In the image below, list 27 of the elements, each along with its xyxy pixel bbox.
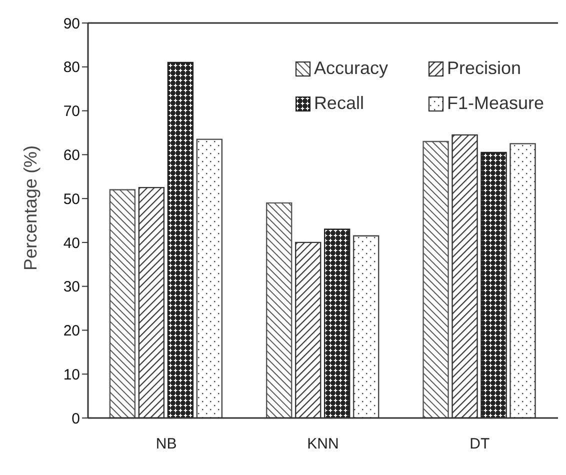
y-axis-title: Percentage (%) bbox=[20, 145, 40, 270]
bar bbox=[353, 235, 380, 418]
y-tick-label: 80 bbox=[63, 59, 80, 76]
bar bbox=[167, 62, 194, 418]
bar bbox=[510, 143, 536, 418]
x-tick-label: KNN bbox=[307, 436, 339, 453]
y-tick-label: 90 bbox=[63, 15, 80, 32]
x-tick-label: DT bbox=[470, 436, 490, 453]
y-tick-label: 20 bbox=[63, 322, 80, 340]
bar bbox=[196, 138, 223, 418]
bar bbox=[109, 189, 136, 418]
bar bbox=[324, 228, 350, 418]
y-tick-label: 60 bbox=[63, 146, 80, 164]
legend-label: Precision bbox=[446, 58, 521, 79]
y-tick-label: 40 bbox=[63, 234, 80, 252]
y-tick-label: 10 bbox=[63, 366, 80, 384]
bar bbox=[480, 152, 507, 418]
legend-label: Accuracy bbox=[314, 58, 388, 79]
bar bbox=[266, 202, 292, 418]
y-tick-label: 0 bbox=[72, 410, 80, 428]
y-tick-label: 50 bbox=[63, 190, 80, 208]
bar bbox=[422, 140, 449, 418]
y-tick-label: 30 bbox=[63, 278, 80, 296]
legend-label: F1-Measure bbox=[446, 93, 544, 114]
x-tick-label: NB bbox=[156, 436, 177, 453]
y-tick-label: 70 bbox=[63, 103, 80, 120]
legend-label: Recall bbox=[314, 93, 364, 114]
